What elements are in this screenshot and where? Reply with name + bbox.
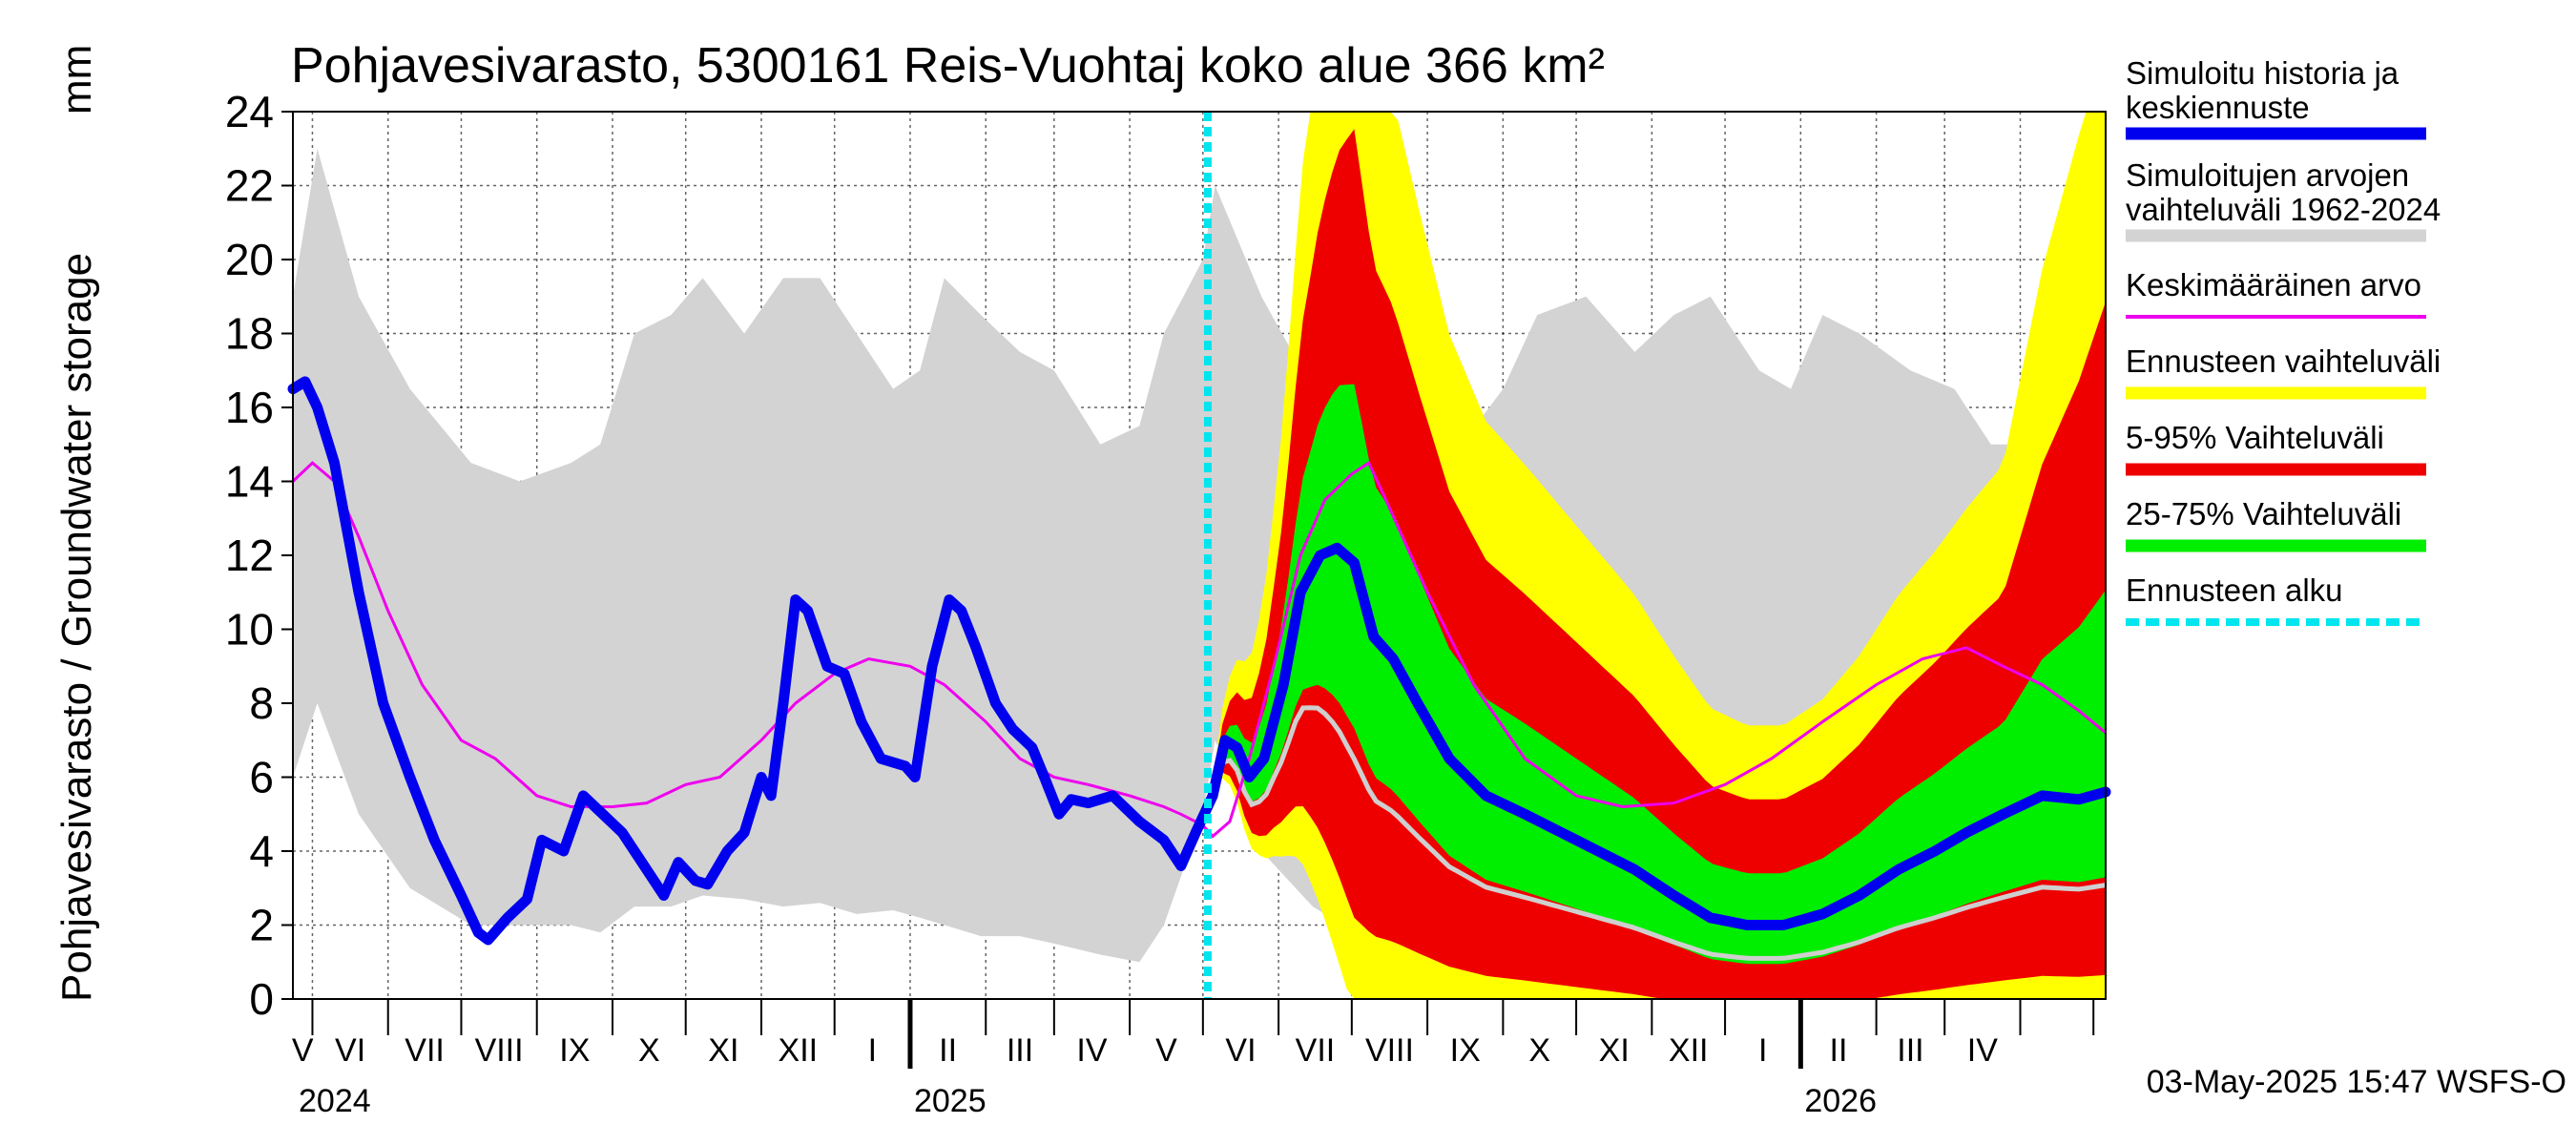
x-month-label: II [1830,1032,1848,1069]
x-month-label: V [292,1032,314,1069]
p25-75-band [1208,384,2106,965]
y-tick-label: 6 [249,753,274,802]
legend-label: 5-95% Vaihteluväli [2126,420,2384,455]
y-tick-label: 8 [249,678,274,728]
y-tick-label: 22 [225,161,274,211]
legend-label: Ennusteen alku [2126,572,2343,608]
legend-label: Simuloitujen arvojen [2126,157,2409,193]
x-month-label: X [1528,1032,1550,1069]
x-month-label: VI [1225,1032,1256,1069]
x-month-label: X [638,1032,660,1069]
y-tick-label: 14 [225,457,274,507]
x-month-label: VII [1296,1032,1336,1069]
y-axis-label: Pohjavesivarasto / Groundwater storage [53,253,100,1002]
x-month-label: III [1897,1032,1923,1069]
x-month-label: III [1007,1032,1033,1069]
x-month-label: V [1155,1032,1177,1069]
x-month-label: XII [1669,1032,1709,1069]
legend-label-2: keskiennuste [2126,90,2310,125]
y-tick-label: 10 [225,605,274,655]
x-month-label: VI [335,1032,365,1069]
y-tick-label: 2 [249,901,274,950]
forecast-low-line [1205,705,2107,961]
legend-label: 25-75% Vaihteluväli [2126,496,2401,531]
x-year-label: 2024 [299,1083,371,1119]
x-year-label: 2026 [1804,1083,1877,1119]
x-month-label: IV [1967,1032,1998,1069]
x-month-label: I [1758,1032,1767,1069]
x-month-label: IV [1076,1032,1107,1069]
y-axis-unit: mm [53,45,100,114]
footer-timestamp: 03-May-2025 15:47 WSFS-O [2147,1064,2566,1100]
y-tick-label: 16 [225,383,274,432]
y-tick-label: 4 [249,826,274,876]
x-month-label: VII [405,1032,445,1069]
legend-label-2: vaihteluväli 1962-2024 [2126,192,2441,227]
y-tick-label: 24 [225,87,274,136]
x-month-label: IX [559,1032,590,1069]
x-month-label: VIII [475,1032,524,1069]
legend-label: Simuloitu historia ja [2126,55,2399,91]
legend-label: Ennusteen vaihteluväli [2126,344,2441,379]
history-forecast-line [287,376,2111,946]
y-tick-label: 20 [225,235,274,284]
x-month-label: XI [708,1032,738,1069]
y-tick-label: 18 [225,309,274,359]
mean-line [291,460,2107,839]
y-tick-label: 12 [225,531,274,580]
x-month-label: I [868,1032,877,1069]
x-month-label: VIII [1365,1032,1414,1069]
x-month-label: XII [779,1032,819,1069]
x-month-label: II [939,1032,957,1069]
x-year-label: 2025 [914,1083,987,1119]
legend-label: Keskimääräinen arvo [2126,267,2421,302]
y-tick-label: 0 [249,974,274,1024]
series-layer [287,112,2111,999]
x-month-label: XI [1599,1032,1630,1069]
chart-title: Pohjavesivarasto, 5300161 Reis-Vuohtaj k… [291,38,1605,94]
x-month-label: IX [1450,1032,1481,1069]
